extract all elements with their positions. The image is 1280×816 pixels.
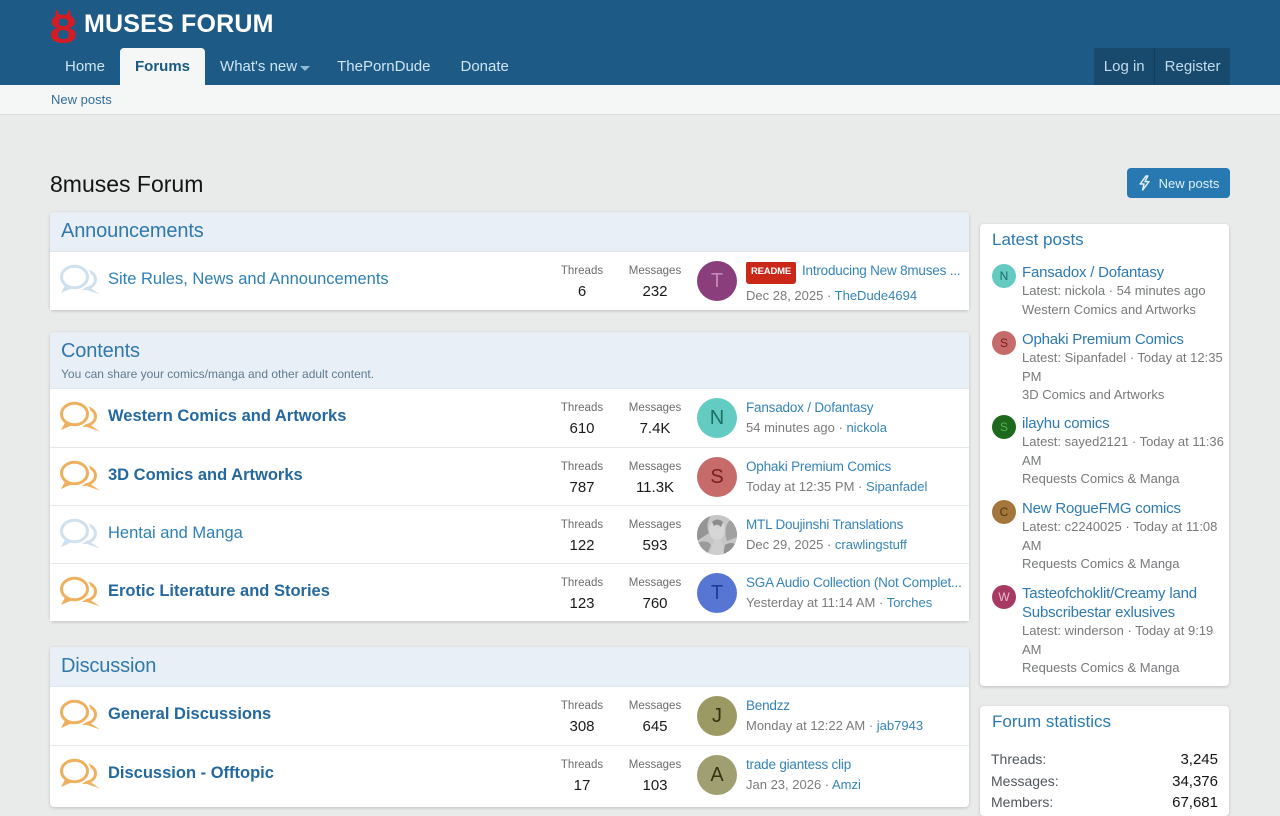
svg-text:8: 8 [49, 6, 77, 49]
